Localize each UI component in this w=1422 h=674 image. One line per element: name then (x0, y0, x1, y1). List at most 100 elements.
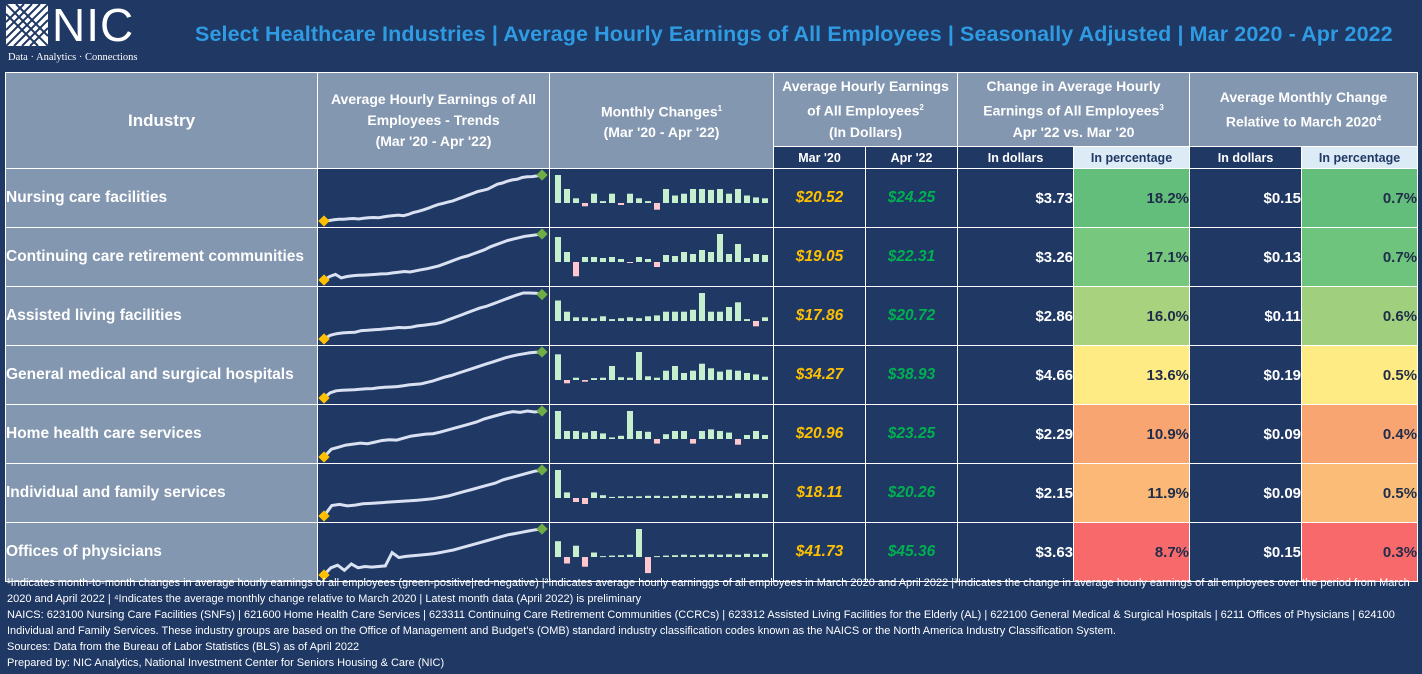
monthly-change-bar (735, 244, 741, 262)
trend-sparkline-cell (317, 286, 550, 346)
earnings-table: Industry Average Hourly Earnings of All … (5, 72, 1419, 582)
monthly-change-bar (636, 496, 642, 498)
monthly-change-bar (672, 195, 678, 203)
monthly-change-bar (645, 201, 651, 203)
subheader-monthly-pct: In percentage (1301, 146, 1419, 169)
apr22-value: $23.25 (864, 404, 959, 464)
monthly-change-bar (681, 373, 687, 380)
monthly-change-bar (627, 193, 633, 203)
monthly-change-bar (555, 541, 561, 557)
monthly-change-bar (627, 496, 633, 498)
header-industry: Industry (5, 72, 318, 169)
monthly-change-bar (609, 555, 615, 557)
monthly-changes-cell (549, 522, 774, 582)
monthly-change-bar (636, 529, 642, 557)
monthly-change-dollars: $0.19 (1189, 345, 1303, 405)
monthly-change-bar (600, 316, 606, 321)
monthly-change-bar (708, 429, 714, 439)
trend-end-marker (536, 288, 548, 301)
monthly-change-bar (663, 434, 669, 439)
monthly-change-bar (654, 315, 660, 321)
monthly-change-bar (636, 431, 642, 439)
subheader-mar20: Mar '20 (773, 146, 866, 169)
trend-end-marker (536, 228, 548, 240)
industry-name: Continuing care retirement communities (5, 227, 318, 287)
monthly-change-bar (636, 318, 642, 321)
monthly-change-bar (663, 189, 669, 203)
monthly-changes-cell (549, 404, 774, 464)
monthly-change-bar (726, 307, 732, 321)
trend-sparkline-cell (317, 227, 550, 287)
table-row: Individual and family services $18.11 $20.… (5, 463, 1419, 523)
monthly-change-bar (699, 495, 705, 498)
monthly-change-bar (726, 495, 732, 498)
table-row: Nursing care facilities $20.52 $24.25 $3.73… (5, 168, 1419, 228)
monthly-change-bar (717, 311, 723, 321)
monthly-change-bar (699, 554, 705, 557)
monthly-change-bar (564, 252, 570, 262)
trend-end-marker (536, 169, 548, 181)
monthly-change-bar (636, 198, 642, 203)
monthly-change-bar (627, 262, 633, 263)
monthly-change-bar (654, 377, 660, 380)
apr22-value: $45.36 (864, 522, 959, 582)
monthly-change-bar (564, 557, 570, 564)
monthly-change-bars (555, 352, 768, 384)
footnote-prepared-by: Prepared by: NIC Analytics, National Inv… (7, 657, 445, 669)
footnotes: ¹Indicates month-to-month changes in ave… (7, 575, 1417, 671)
header-trends: Average Hourly Earnings of All Employees… (317, 72, 550, 169)
trend-line (322, 468, 543, 517)
monthly-change-bar (762, 317, 768, 321)
monthly-changes-cell (549, 463, 774, 523)
industry-name: Home health care services (5, 404, 318, 464)
monthly-change-bar (573, 545, 579, 557)
subheader-change-dollars: In dollars (957, 146, 1075, 169)
monthly-change-bar (735, 493, 741, 498)
monthly-change-bar (663, 255, 669, 262)
monthly-change-bar (753, 321, 759, 327)
monthly-change-bar (591, 257, 597, 262)
monthly-change-bar (600, 201, 606, 203)
monthly-change-bar (654, 495, 660, 498)
mar20-value: $34.27 (773, 345, 866, 405)
monthly-change-bars (555, 234, 768, 277)
monthly-change-bar (762, 494, 768, 498)
monthly-change-pct: 0.5% (1301, 463, 1419, 523)
change-pct: 17.1% (1073, 227, 1191, 287)
monthly-change-bar (699, 431, 705, 439)
monthly-change-bar (636, 352, 642, 380)
monthly-change-pct: 0.6% (1301, 286, 1419, 346)
monthly-change-bar (555, 237, 561, 262)
monthly-change-bar (690, 254, 696, 262)
monthly-change-bar (600, 556, 606, 558)
monthly-change-bar (627, 317, 633, 321)
subheader-apr22: Apr '22 (864, 146, 959, 169)
monthly-change-bar (753, 431, 759, 439)
monthly-change-bar (753, 554, 759, 557)
mar20-value: $41.73 (773, 522, 866, 582)
monthly-change-bar (591, 193, 597, 203)
monthly-change-dollars: $0.15 (1189, 168, 1303, 228)
monthly-change-bar (663, 370, 669, 380)
monthly-change-bar (645, 376, 651, 380)
header-change: Change in Average Hourly Earnings of All… (957, 72, 1191, 147)
change-dollars: $3.73 (957, 168, 1075, 228)
monthly-change-bar (573, 198, 579, 203)
mar20-value: $20.52 (773, 168, 866, 228)
monthly-change-bar (654, 556, 660, 558)
monthly-change-bar (591, 318, 597, 321)
change-pct: 10.9% (1073, 404, 1191, 464)
table-row: Home health care services $20.96 $23.25 $2.… (5, 404, 1419, 464)
monthly-change-bar (717, 554, 723, 557)
monthly-change-dollars: $0.09 (1189, 463, 1303, 523)
monthly-change-bar (744, 258, 750, 262)
apr22-value: $22.31 (864, 227, 959, 287)
monthly-change-bar (717, 495, 723, 498)
monthly-change-bar (573, 262, 579, 277)
monthly-change-bar (609, 257, 615, 262)
monthly-change-bar (654, 262, 660, 267)
monthly-change-bar (708, 495, 714, 498)
monthly-change-bar (690, 309, 696, 321)
header: NIC Data · Analytics · Connections Selec… (0, 0, 1422, 70)
monthly-change-bar (654, 439, 660, 444)
